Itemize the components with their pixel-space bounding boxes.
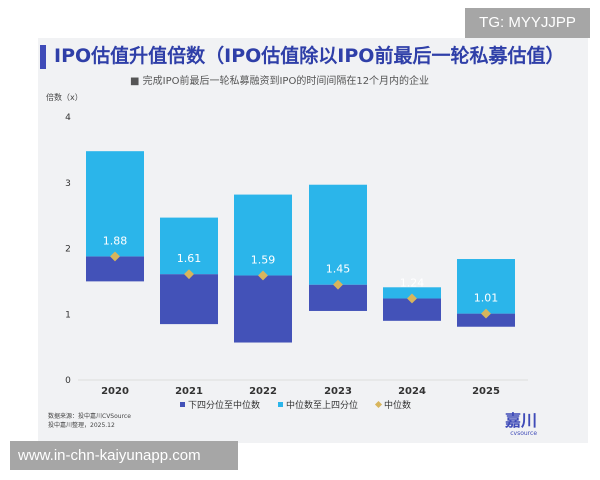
data-label: 1.59 [251, 253, 276, 266]
median-marker [481, 308, 491, 319]
legend-label: 下四分位至中位数 [188, 399, 260, 411]
bar-median-to-upper-quartile [309, 184, 367, 285]
bar-median-to-upper-quartile [383, 287, 441, 299]
bar-median-to-upper-quartile [86, 151, 144, 257]
x-tick-label: 2025 [472, 386, 500, 397]
bar-lower-quartile-to-median [383, 298, 441, 321]
y-tick-label: 3 [65, 179, 71, 189]
title-accent-bar [40, 45, 46, 69]
logo-text: 嘉川 [505, 411, 538, 430]
legend-label: 中位数至上四分位 [286, 399, 358, 411]
median-marker [258, 270, 268, 281]
median-marker [110, 251, 120, 262]
source-note: 数据来源：投中嘉川CVSource 投中嘉川整理，2025.12 [48, 412, 131, 430]
x-tick-label: 2022 [249, 386, 277, 397]
data-label: 1.24 [400, 276, 425, 289]
median-marker [407, 293, 417, 304]
data-label: 1.01 [474, 292, 499, 305]
y-tick-label: 2 [65, 245, 71, 255]
data-label: 1.88 [103, 234, 128, 247]
source-line-2: 投中嘉川整理，2025.12 [48, 422, 115, 429]
y-tick-label: 0 [65, 376, 71, 386]
bar-lower-quartile-to-median [457, 313, 515, 327]
bar-lower-quartile-to-median [234, 275, 292, 343]
legend-label: 中位数 [384, 399, 411, 411]
source-line-1: 数据来源：投中嘉川CVSource [48, 413, 131, 420]
median-marker [184, 269, 194, 280]
chart-subtitle: ■ 完成IPO前最后一轮私募融资到IPO的时间间隔在12个月内的企业 [130, 76, 430, 87]
y-tick-label: 4 [65, 113, 71, 123]
logo-subtext: cvsource [510, 430, 538, 437]
watermark-top: TG: MYYJJPP [465, 8, 590, 38]
median-marker [333, 279, 343, 290]
bar-median-to-upper-quartile [160, 217, 218, 275]
x-tick-label: 2021 [175, 386, 203, 397]
bar-median-to-upper-quartile [457, 259, 515, 314]
x-tick-label: 2024 [398, 386, 426, 397]
data-label: 1.45 [326, 263, 351, 276]
legend-swatch [374, 400, 383, 409]
chart-title: IPO估值升值倍数（IPO估值除以IPO前最后一轮私募估值） [54, 45, 565, 67]
bar-median-to-upper-quartile [234, 194, 292, 276]
legend-swatch [180, 402, 185, 407]
watermark-bottom: www.in-chn-kaiyunapp.com [10, 441, 238, 470]
bar-lower-quartile-to-median [160, 274, 218, 325]
legend-swatch [278, 402, 283, 407]
data-label: 1.61 [177, 252, 202, 265]
x-tick-label: 2020 [101, 386, 129, 397]
logo: 嘉川 cvsource [505, 411, 538, 438]
y-axis-label: 倍数（x） [46, 92, 83, 102]
x-tick-label: 2023 [324, 386, 352, 397]
y-tick-label: 1 [65, 310, 71, 320]
